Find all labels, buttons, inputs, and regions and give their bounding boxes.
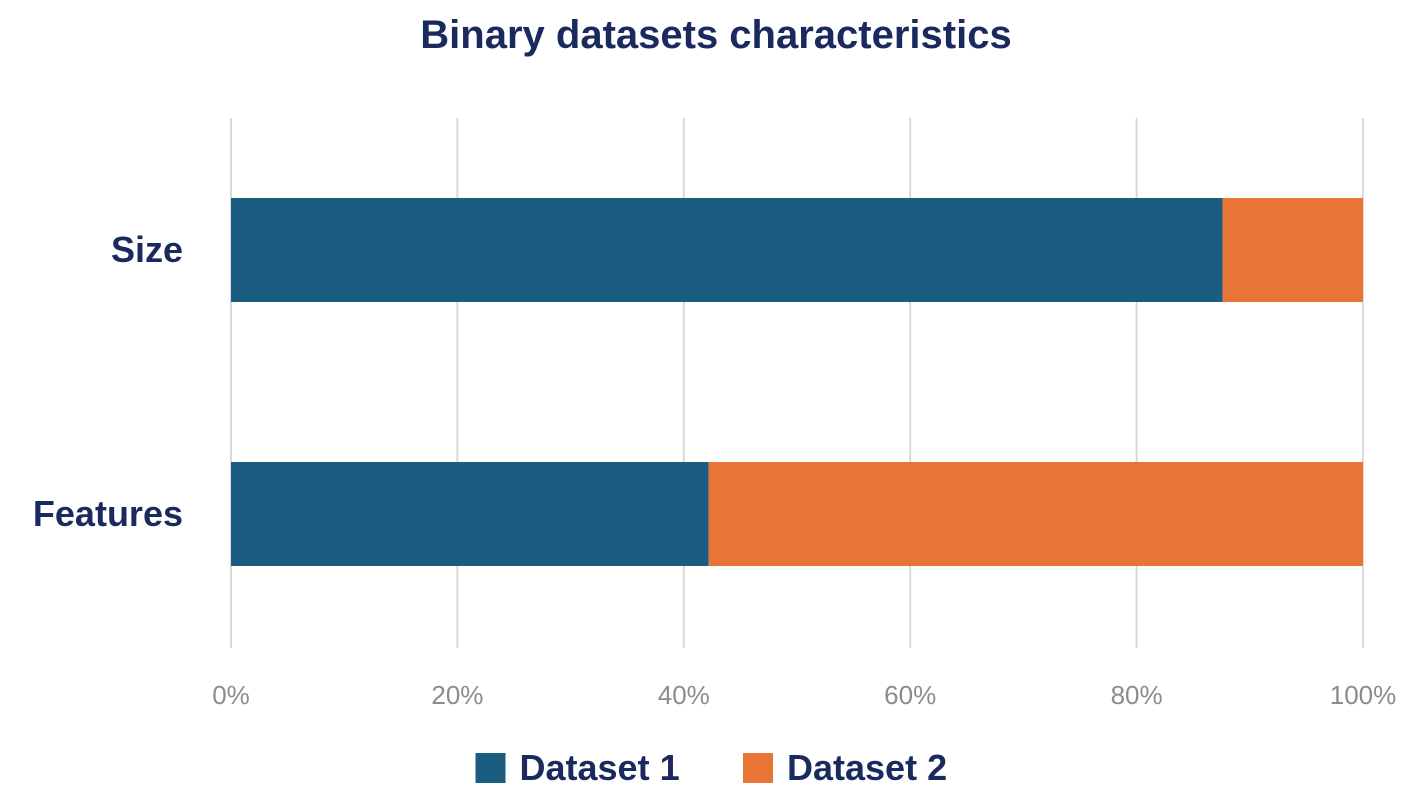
bar-features-series-2 (708, 462, 1363, 566)
x-tick-label: 40% (658, 680, 710, 710)
legend-swatch-series-2 (743, 753, 773, 783)
legend-label-series-2: Dataset 2 (787, 747, 947, 788)
chart-title: Binary datasets characteristics (420, 13, 1011, 57)
category-label-features: Features (33, 493, 183, 534)
x-tick-label: 20% (431, 680, 483, 710)
legend-label-series-1: Dataset 1 (520, 747, 680, 788)
bar-features-series-1 (231, 462, 709, 566)
bar-size-series-1 (231, 198, 1223, 302)
legend: Dataset 1 Dataset 2 (475, 747, 947, 788)
bars (231, 198, 1363, 566)
x-tick-label: 100% (1330, 680, 1397, 710)
legend-swatch-series-1 (475, 753, 506, 783)
bar-size-series-2 (1222, 198, 1363, 302)
gridlines (230, 118, 1364, 648)
category-labels: Size Features (33, 229, 183, 534)
x-tick-label: 80% (1111, 680, 1163, 710)
x-tick-label: 60% (884, 680, 936, 710)
x-axis-tick-labels: 0% 20% 40% 60% 80% 100% (212, 680, 1396, 710)
x-tick-label: 0% (212, 680, 250, 710)
category-label-size: Size (111, 229, 183, 270)
